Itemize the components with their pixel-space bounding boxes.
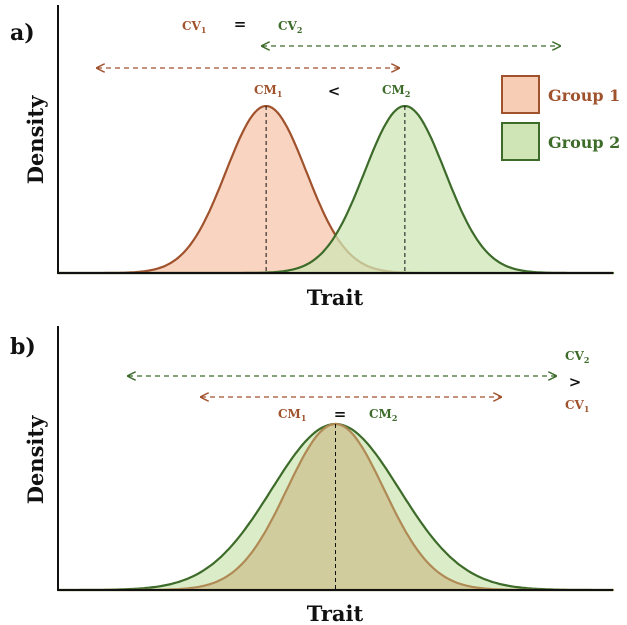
panel-b-cv1-label: CV1 — [565, 398, 589, 414]
panel-a-cm1-label: CM1 — [254, 83, 282, 99]
panel-a-cm-relation: < — [328, 82, 341, 100]
panel-a-cv-relation: = — [234, 15, 247, 33]
legend-swatch-group2 — [501, 122, 540, 161]
panel-b-ylabel: Density — [23, 415, 48, 504]
panel-b-cv-relation: > — [569, 373, 582, 391]
panel-a-cm2-label: CM2 — [382, 83, 410, 99]
panel-a-cv2-label: CV2 — [278, 19, 302, 35]
legend-label-group1: Group 1 — [548, 86, 620, 105]
legend-label-group2: Group 2 — [548, 133, 620, 152]
panel-b-cm2-label: CM2 — [369, 407, 397, 423]
panel-b-cv2-label: CV2 — [565, 349, 589, 365]
panel-b: b) Density Trait CV2 > CV1 CM1 = CM2 — [10, 326, 615, 625]
legend: Group 1 Group 2 — [501, 75, 620, 161]
panel-a-cv1-label: CV1 — [182, 19, 206, 35]
panel-a-xlabel: Trait — [307, 285, 364, 310]
panel-b-xlabel: Trait — [307, 601, 364, 625]
panel-b-cm-relation: = — [334, 405, 347, 423]
panel-a: a) Density Trait CV1 = CV2 CM1 < CM2 Gro… — [10, 5, 620, 310]
panel-a-ylabel: Density — [23, 95, 48, 184]
legend-swatch-group1 — [501, 75, 540, 114]
panel-b-cm1-label: CM1 — [278, 407, 306, 423]
panel-a-label: a) — [10, 20, 35, 46]
panel-b-label: b) — [10, 334, 36, 360]
